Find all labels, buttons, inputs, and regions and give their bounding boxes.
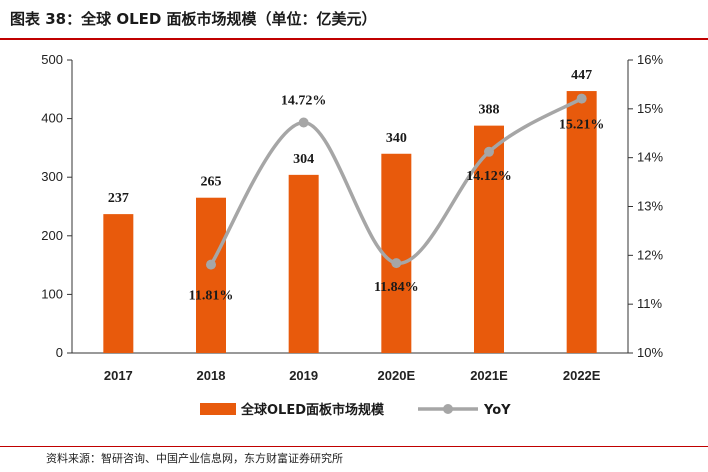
x-tick-label: 2021E	[470, 368, 508, 383]
axes: 0 100 200 300 400 500 10% 11% 12% 13% 14% 15% 16% 201…	[41, 52, 663, 383]
yoy-point	[484, 146, 494, 157]
source-note: 资料来源：智研咨询、中国产业信息网，东方财富证券研究所	[46, 452, 343, 465]
source-rule	[0, 446, 708, 447]
bar	[566, 91, 597, 354]
bar	[474, 125, 504, 353]
bar-value-label: 304	[293, 152, 314, 167]
title-rule	[0, 38, 708, 40]
yoy-series	[206, 93, 587, 270]
left-tick-label: 0	[56, 345, 63, 360]
right-tick-label: 16%	[637, 52, 663, 67]
x-tick-label: 2022E	[563, 368, 601, 383]
yoy-point	[298, 117, 309, 128]
bar-value-label: 340	[386, 131, 407, 146]
right-tick-label: 14%	[637, 150, 663, 165]
left-tick-label: 500	[41, 52, 63, 67]
yoy-point	[206, 259, 216, 270]
right-tick-label: 12%	[637, 247, 663, 262]
yoy-point	[391, 258, 402, 269]
bar	[288, 174, 319, 353]
bar-value-label: 447	[571, 68, 592, 83]
yoy-value-label: 14.72%	[281, 94, 327, 109]
right-tick-label: 15%	[637, 101, 663, 116]
yoy-line	[209, 97, 583, 266]
legend-bar-swatch	[200, 403, 236, 415]
bar	[196, 197, 226, 353]
left-tick-label: 100	[41, 286, 63, 301]
x-tick-label: 2019	[289, 368, 318, 383]
bar-value-label: 388	[479, 103, 500, 118]
x-tick-label: 2020E	[378, 368, 416, 383]
legend-line-marker	[443, 404, 453, 414]
right-tick-label: 10%	[637, 345, 663, 360]
right-tick-label: 13%	[637, 199, 663, 214]
bar-value-label: 265	[201, 175, 222, 190]
yoy-point	[576, 93, 587, 104]
right-tick-label: 11%	[637, 296, 662, 311]
chart: 0 100 200 300 400 500 10% 11% 12% 13% 14% 15% 16% 201…	[41, 52, 663, 418]
left-tick-label: 300	[41, 169, 63, 184]
legend-line-label: YoY	[483, 403, 511, 418]
bar	[381, 153, 412, 353]
x-tick-label: 2018	[197, 368, 226, 383]
legend-bar-label: 全球OLED面板市场规模	[240, 402, 385, 418]
data-labels: 237 265 304 340 388 447 11.81% 14.72% 11.84% 14.1…	[108, 68, 605, 304]
legend: 全球OLED面板市场规模 YoY	[200, 402, 511, 418]
left-tick-label: 400	[41, 111, 63, 126]
bar	[103, 214, 134, 353]
yoy-value-label: 11.81%	[189, 289, 234, 304]
yoy-value-label: 14.12%	[466, 169, 512, 184]
x-tick-label: 2017	[104, 368, 133, 383]
bar-value-label: 237	[108, 191, 129, 206]
left-tick-label: 200	[41, 228, 63, 243]
yoy-value-label: 15.21%	[559, 118, 605, 133]
yoy-value-label: 11.84%	[374, 280, 419, 295]
bar-series	[103, 91, 597, 354]
chart-title: 图表 38：全球 OLED 面板市场规模（单位：亿美元）	[10, 10, 377, 28]
